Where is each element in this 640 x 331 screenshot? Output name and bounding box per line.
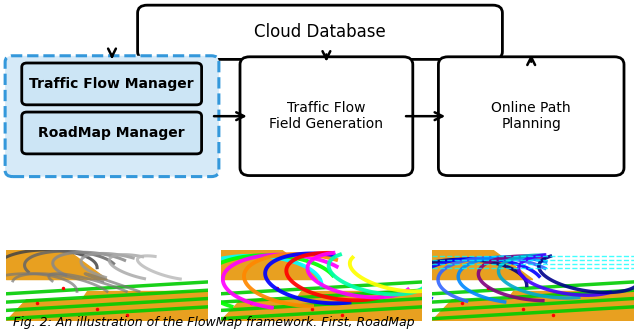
Polygon shape xyxy=(432,250,532,280)
FancyBboxPatch shape xyxy=(138,5,502,59)
FancyBboxPatch shape xyxy=(22,63,202,105)
Text: Online Path
Planning: Online Path Planning xyxy=(492,101,571,131)
Polygon shape xyxy=(6,250,108,280)
Text: Traffic Flow
Field Generation: Traffic Flow Field Generation xyxy=(269,101,383,131)
Text: Traffic Flow Manager: Traffic Flow Manager xyxy=(29,77,194,91)
FancyBboxPatch shape xyxy=(5,56,219,177)
FancyBboxPatch shape xyxy=(240,57,413,175)
Polygon shape xyxy=(221,250,321,280)
Polygon shape xyxy=(221,300,321,321)
Polygon shape xyxy=(6,300,108,321)
Polygon shape xyxy=(67,291,208,321)
Text: Fig. 2: An illustration of the FlowMap framework. First, RoadMap: Fig. 2: An illustration of the FlowMap f… xyxy=(13,316,414,329)
Polygon shape xyxy=(432,300,532,321)
Text: RoadMap Manager: RoadMap Manager xyxy=(38,126,185,140)
FancyBboxPatch shape xyxy=(438,57,624,175)
Polygon shape xyxy=(493,291,634,321)
FancyBboxPatch shape xyxy=(22,112,202,154)
Polygon shape xyxy=(282,291,422,321)
Text: Cloud Database: Cloud Database xyxy=(254,23,386,41)
